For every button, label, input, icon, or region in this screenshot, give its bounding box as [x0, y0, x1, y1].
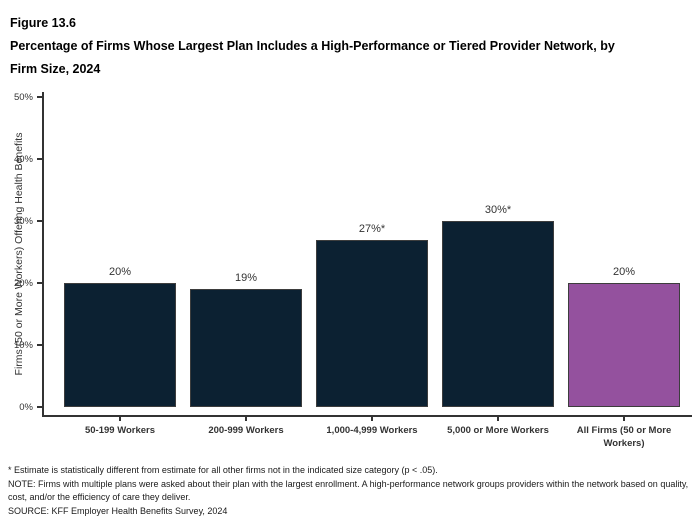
- x-axis-line: [42, 415, 692, 417]
- title-block: Figure 13.6 Percentage of Firms Whose La…: [10, 12, 670, 81]
- x-label-5: All Firms (50 or More Workers): [576, 425, 672, 449]
- bar-2: [190, 289, 302, 407]
- x-label-1: 50-199 Workers: [84, 425, 156, 436]
- y-axis-tick: [37, 282, 42, 284]
- y-axis-tick: [37, 96, 42, 98]
- y-axis-tick: [37, 220, 42, 222]
- bar-value-label-1: 20%: [108, 266, 132, 278]
- bar-3: [316, 239, 428, 407]
- x-label-4: 5,000 or More Workers: [447, 425, 549, 436]
- y-axis-line: [42, 92, 44, 417]
- x-axis-tick: [371, 417, 373, 421]
- y-axis-title: Firms (50 or More Workers) Offering Heal…: [13, 132, 25, 376]
- figure-number: Figure 13.6: [10, 16, 76, 30]
- x-axis-tick: [245, 417, 247, 421]
- x-axis-tick: [623, 417, 625, 421]
- y-tick-label: 20%: [13, 277, 33, 289]
- x-label-2: 200-999 Workers: [208, 425, 284, 436]
- bar-1: [64, 283, 176, 407]
- footnotes: * Estimate is statistically different fr…: [8, 464, 696, 518]
- bar-4: [442, 221, 554, 407]
- y-tick-label: 40%: [13, 153, 33, 165]
- footnote-note: NOTE: Firms with multiple plans were ask…: [8, 478, 689, 503]
- y-axis-tick: [37, 406, 42, 408]
- y-tick-label: 30%: [13, 215, 33, 227]
- x-axis-tick: [497, 417, 499, 421]
- y-axis-tick: [37, 344, 42, 346]
- x-axis-labels: 50-199 Workers 200-999 Workers 1,000-4,999…: [57, 424, 687, 450]
- footnote-star: * Estimate is statistically different fr…: [8, 465, 438, 475]
- y-tick-label: 0%: [19, 401, 33, 413]
- y-tick-label: 10%: [13, 339, 33, 351]
- bar-value-label-5: 20%: [612, 266, 636, 278]
- x-label-3: 1,000-4,999 Workers: [326, 425, 418, 436]
- figure-title: Percentage of Firms Whose Largest Plan I…: [10, 39, 615, 76]
- y-axis-tick: [37, 158, 42, 160]
- bar-value-label-4: 30%*: [484, 204, 512, 216]
- bar-value-label-3: 27%*: [358, 222, 386, 235]
- plot-area: 0% 10% 20% 30% 40% 50% 20% 19% 27%* 30%* 20%: [14, 92, 692, 421]
- footnote-source: SOURCE: KFF Employer Health Benefits Sur…: [8, 505, 228, 516]
- y-tick-label: 50%: [13, 91, 33, 103]
- bar-5: [568, 283, 680, 407]
- bar-value-label-2: 19%: [234, 272, 258, 285]
- x-axis-tick: [119, 417, 121, 421]
